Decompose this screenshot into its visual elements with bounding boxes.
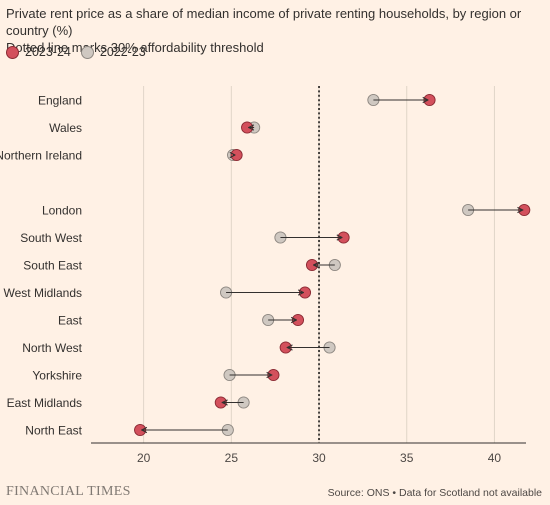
row-label: Northern Ireland [0,149,82,163]
row-label: England [38,94,82,108]
row-label: East Midlands [7,396,82,410]
chart-title: Private rent price as a share of median … [6,6,522,38]
chart-subtitle: Dotted line marks 30% affordability thre… [6,40,264,55]
brand-logo: FINANCIAL TIMES [6,484,131,499]
legend-label-previous: 2022-23 [99,45,146,59]
legend-swatch-current [6,45,19,59]
row-label: North West [22,341,82,355]
row-label: London [42,204,82,218]
row-label: South West [20,231,82,245]
row-label: West Midlands [4,286,82,300]
row-label: Yorkshire [32,369,82,383]
row-label: South East [23,259,82,273]
legend-swatch-previous [80,45,94,59]
row-label: East [58,314,83,328]
x-tick-label: 25 [225,451,239,465]
source-note: Source: ONS • Data for Scotland not avai… [327,487,542,499]
row-label: Wales [49,121,82,135]
x-tick-label: 35 [400,451,414,465]
legend-item-current: 2023-24 [6,45,71,59]
x-tick-label: 30 [312,451,326,465]
x-tick-label: 40 [488,451,502,465]
row-label: North East [25,424,82,438]
legend-label-current: 2023-24 [25,45,71,59]
chart-title-block: Private rent price as a share of median … [6,5,546,56]
x-tick-label: 20 [137,451,151,465]
dot-2023-24 [230,148,243,162]
legend-item-previous: 2022-23 [80,45,146,59]
legend: 2023-24 2022-23 [6,44,156,60]
